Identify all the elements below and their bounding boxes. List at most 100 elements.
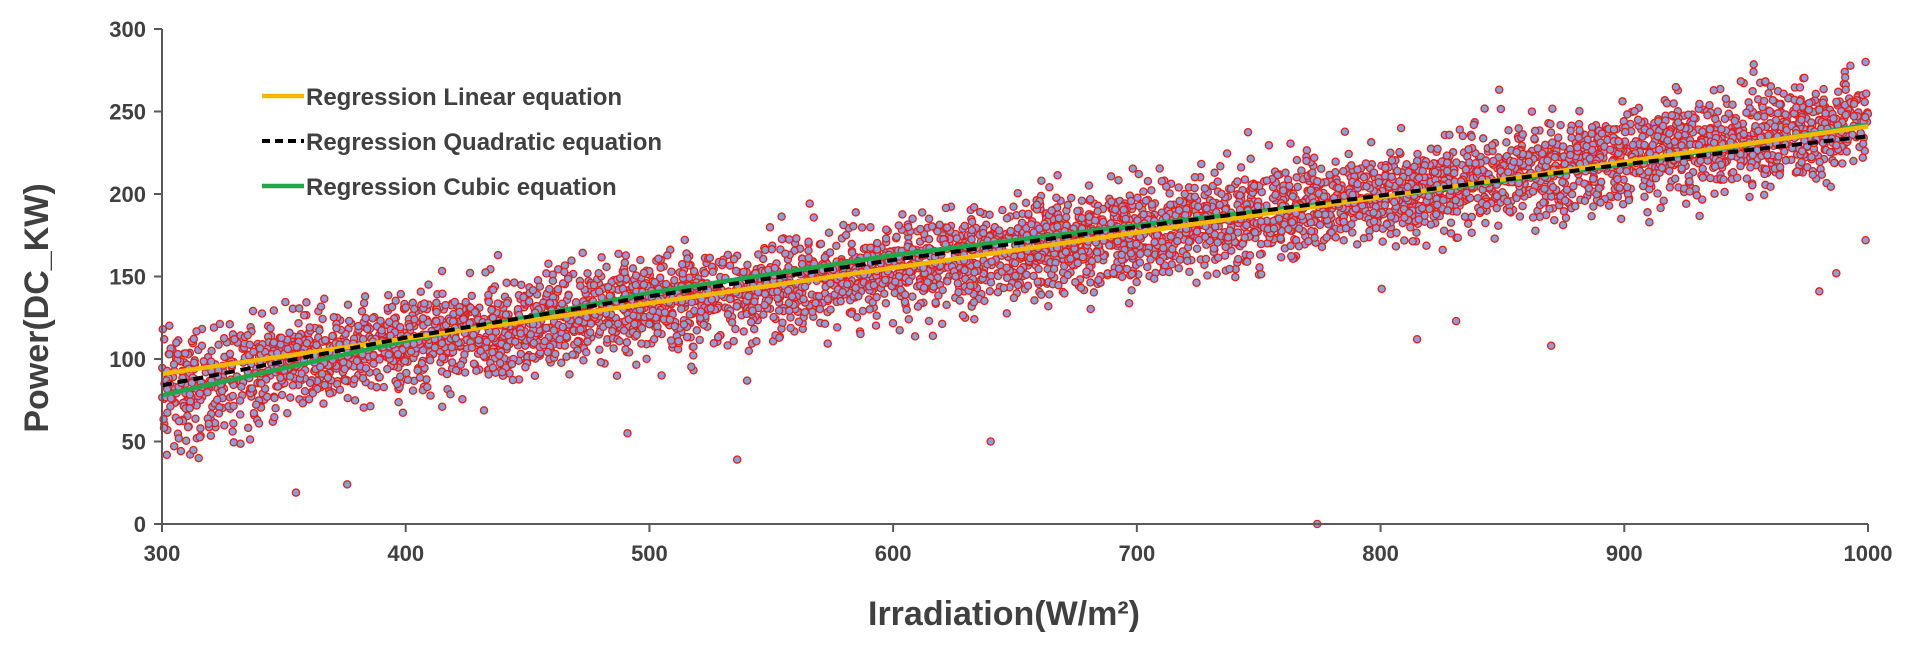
scatter-point: [403, 375, 413, 385]
scatter-point: [1829, 158, 1839, 168]
scatter-point: [1645, 217, 1654, 227]
scatter-point: [1665, 183, 1675, 192]
scatter-point: [358, 334, 368, 344]
scatter-point: [1242, 257, 1252, 267]
scatter-point: [890, 277, 900, 286]
scatter-point: [1077, 196, 1087, 205]
scatter-point: [705, 253, 715, 263]
scatter-point: [928, 331, 938, 341]
scatter-point: [502, 298, 512, 308]
scatter-point: [609, 344, 618, 353]
scatter-point: [1759, 96, 1769, 106]
scatter-point: [405, 322, 414, 332]
scatter-point: [849, 222, 858, 231]
scatter-point: [425, 355, 435, 365]
scatter-point: [192, 327, 201, 336]
scatter-point: [1369, 168, 1379, 177]
scatter-point: [517, 280, 526, 290]
scatter-point: [180, 349, 190, 358]
scatter-point: [1292, 155, 1302, 165]
scatter-point: [229, 401, 238, 411]
scatter-point: [1166, 200, 1175, 209]
scatter-point: [872, 293, 881, 302]
scatter-point: [1011, 271, 1020, 281]
scatter-point: [960, 221, 969, 231]
scatter-point: [858, 306, 868, 316]
scatter-point: [1620, 127, 1630, 137]
scatter-point: [1200, 232, 1210, 242]
scatter-point: [165, 321, 174, 330]
scatter-point: [1648, 140, 1657, 150]
scatter-point: [541, 323, 551, 333]
scatter-point: [692, 326, 702, 335]
scatter-point: [1352, 240, 1362, 249]
scatter-point: [1692, 191, 1702, 200]
scatter-point: [1045, 182, 1054, 192]
scatter-point: [732, 302, 741, 311]
scatter-point: [1761, 165, 1771, 174]
scatter-point: [969, 202, 979, 212]
scatter-point: [1192, 227, 1202, 236]
scatter-point: [1438, 245, 1447, 255]
scatter-point: [176, 446, 186, 456]
scatter-point: [247, 384, 257, 393]
scatter-point: [560, 341, 570, 350]
scatter-point: [1380, 200, 1390, 210]
scatter-point: [415, 373, 425, 382]
scatter-point: [1192, 278, 1201, 287]
scatter-point: [1395, 147, 1404, 157]
scatter-point: [1546, 128, 1556, 137]
scatter-point: [792, 234, 801, 243]
scatter-point: [542, 269, 551, 278]
scatter-point: [1732, 173, 1742, 183]
scatter-point: [1826, 182, 1836, 191]
scatter-point: [1720, 187, 1729, 197]
scatter-point: [1753, 112, 1762, 121]
scatter-point: [1797, 146, 1807, 156]
scatter-point: [881, 299, 891, 308]
scatter-point: [1117, 250, 1126, 260]
scatter-point: [1821, 109, 1830, 118]
scatter-point: [257, 309, 267, 318]
scatter-point: [1387, 156, 1397, 165]
scatter-point: [1286, 241, 1295, 251]
scatter-point: [174, 416, 184, 426]
scatter-point: [251, 400, 261, 409]
scatter-point: [1540, 140, 1550, 150]
scatter-point: [277, 333, 286, 343]
scatter-point: [1705, 100, 1714, 110]
scatter-point: [743, 260, 752, 270]
scatter-point: [270, 412, 279, 422]
scatter-point: [285, 328, 294, 338]
scatter-point: [206, 431, 216, 440]
scatter-point: [1111, 205, 1120, 214]
scatter-point: [1226, 184, 1236, 194]
scatter-point: [690, 306, 699, 315]
scatter-point: [1281, 168, 1290, 178]
scatter-point: [1654, 145, 1664, 154]
scatter-point: [469, 359, 479, 368]
scatter-point: [215, 319, 225, 329]
scatter-point: [1084, 181, 1094, 190]
scatter-point: [283, 344, 293, 354]
scatter-point: [1558, 177, 1567, 187]
scatter-point: [1665, 129, 1674, 138]
scatter-point: [1094, 275, 1103, 285]
scatter-point: [632, 360, 641, 370]
scatter-point: [1476, 206, 1485, 216]
scatter-point: [245, 435, 255, 444]
scatter-point: [665, 315, 675, 324]
scatter-point: [1685, 177, 1694, 186]
scatter-point: [1749, 60, 1758, 69]
scatter-point: [526, 330, 535, 339]
scatter-point: [1514, 124, 1523, 133]
scatter-point: [1183, 256, 1192, 266]
scatter-point: [1408, 236, 1417, 246]
scatter-point: [1400, 236, 1409, 245]
scatter-point: [1710, 189, 1719, 198]
scatter-point: [904, 315, 914, 324]
scatter-point: [1775, 100, 1784, 109]
scatter-point: [967, 217, 977, 227]
scatter-point: [408, 386, 418, 395]
scatter-point: [229, 438, 238, 447]
